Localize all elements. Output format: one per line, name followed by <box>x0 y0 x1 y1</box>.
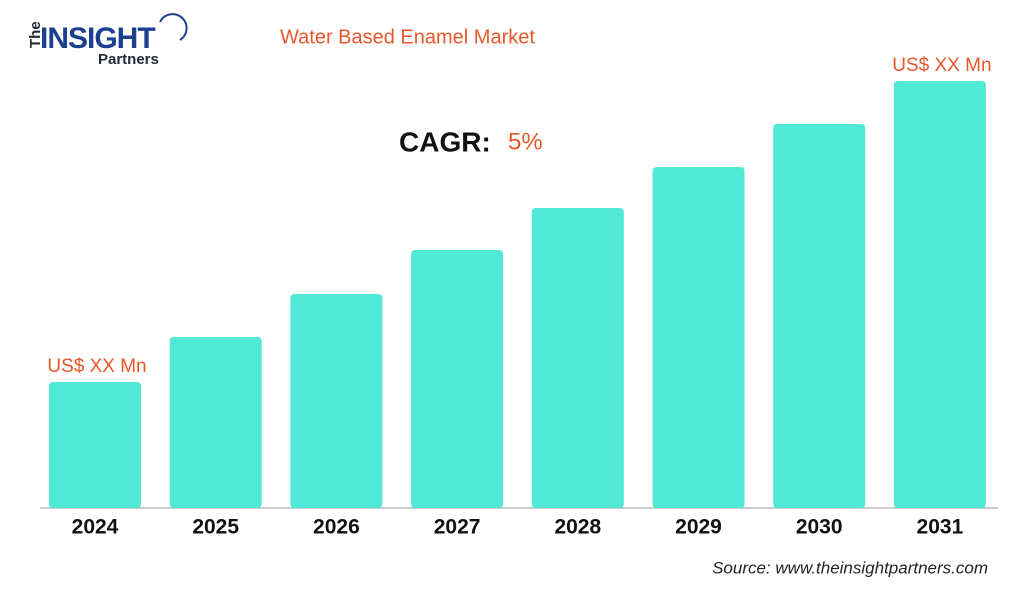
logo-insight: INSIGHT <box>40 22 155 55</box>
x-tick-label: 2027 <box>434 516 481 539</box>
logo-swoosh <box>159 13 188 41</box>
cagr-label: CAGR: <box>399 126 491 157</box>
chart-title: Water Based Enamel Market <box>280 26 535 48</box>
bar <box>531 208 624 508</box>
bar <box>893 81 986 508</box>
logo-partners: Partners <box>98 51 159 68</box>
x-tick-label: 2026 <box>313 516 360 539</box>
bar <box>773 124 866 508</box>
x-tick-label: 2028 <box>554 516 601 539</box>
bar <box>49 382 141 508</box>
bar <box>652 167 745 508</box>
x-tick-label: 2031 <box>917 516 964 539</box>
bar <box>169 337 262 508</box>
source: Source: www.theinsightpartners.com <box>712 558 988 577</box>
x-tick-label: 2029 <box>675 516 722 539</box>
x-tick-label: 2024 <box>72 516 119 539</box>
value-label: US$ XX Mn <box>892 55 991 76</box>
cagr-value: 5% <box>508 128 543 155</box>
bar <box>290 294 383 508</box>
bar <box>411 250 504 508</box>
logo: The INSIGHT Partners <box>27 13 188 68</box>
logo-the: The <box>27 21 44 48</box>
x-tick-label: 2025 <box>192 516 239 539</box>
x-tick-label: 2030 <box>796 516 843 539</box>
value-label: US$ XX Mn <box>47 356 146 377</box>
